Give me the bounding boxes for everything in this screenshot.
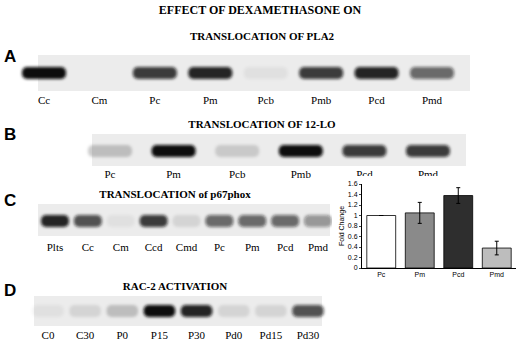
svg-text:Pmd: Pmd	[490, 271, 505, 278]
svg-text:Pd15: Pd15	[260, 329, 283, 341]
svg-text:Pcd: Pcd	[356, 168, 373, 180]
svg-text:Pcb: Pcb	[257, 94, 274, 106]
svg-text:Pmb: Pmb	[311, 94, 332, 106]
svg-text:Pm: Pm	[203, 94, 218, 106]
svg-text:A: A	[4, 47, 16, 66]
svg-text:Pc: Pc	[214, 241, 225, 253]
svg-text:Cmd: Cmd	[176, 241, 198, 253]
svg-text:0.4: 0.4	[348, 243, 358, 250]
svg-text:TRANSLOCATION OF PLA2: TRANSLOCATION OF PLA2	[190, 30, 335, 42]
svg-text:Plts: Plts	[47, 241, 64, 253]
svg-text:D: D	[4, 281, 16, 300]
svg-text:Pd30: Pd30	[297, 329, 320, 341]
svg-text:Pc: Pc	[377, 271, 386, 278]
svg-text:Pmd: Pmd	[418, 168, 439, 180]
svg-text:Pcb: Pcb	[229, 168, 246, 180]
svg-text:Pm: Pm	[245, 241, 260, 253]
svg-text:1.6: 1.6	[348, 180, 358, 187]
svg-text:Pcd: Pcd	[452, 271, 464, 278]
svg-text:Pmb: Pmb	[291, 168, 312, 180]
svg-text:Ccd: Ccd	[145, 241, 163, 253]
svg-text:1: 1	[354, 212, 358, 219]
svg-text:Pd0: Pd0	[225, 329, 243, 341]
svg-text:Cm: Cm	[113, 241, 129, 253]
svg-text:Pc: Pc	[149, 94, 160, 106]
svg-text:Pmd: Pmd	[308, 241, 329, 253]
svg-text:Pcd: Pcd	[368, 94, 385, 106]
svg-text:0.2: 0.2	[348, 254, 358, 261]
svg-text:Pm: Pm	[166, 168, 181, 180]
svg-text:TRANSLOCATION of p67phox: TRANSLOCATION of p67phox	[99, 188, 251, 200]
svg-text:RAC-2 ACTIVATION: RAC-2 ACTIVATION	[123, 280, 227, 292]
svg-text:C: C	[4, 191, 16, 210]
svg-text:Fold Change: Fold Change	[338, 206, 346, 246]
svg-text:TRANSLOCATION OF 12-LO: TRANSLOCATION OF 12-LO	[188, 118, 336, 130]
svg-text:Pm: Pm	[415, 271, 426, 278]
svg-text:1.4: 1.4	[348, 191, 358, 198]
svg-text:Pmd: Pmd	[422, 94, 443, 106]
svg-text:B: B	[4, 125, 16, 144]
svg-text:P30: P30	[188, 329, 206, 341]
svg-text:0: 0	[354, 264, 358, 271]
svg-text:Cm: Cm	[91, 94, 107, 106]
svg-text:Pc: Pc	[105, 168, 116, 180]
svg-text:0.6: 0.6	[348, 233, 358, 240]
svg-text:Pcd: Pcd	[277, 241, 294, 253]
svg-text:Cc: Cc	[82, 241, 94, 253]
svg-text:0.8: 0.8	[348, 222, 358, 229]
svg-text:P15: P15	[151, 329, 169, 341]
svg-text:P0: P0	[116, 329, 128, 341]
svg-text:C0: C0	[42, 329, 55, 341]
svg-text:C30: C30	[76, 329, 95, 341]
svg-text:EFFECT OF DEXAMETHASONE ON: EFFECT OF DEXAMETHASONE ON	[159, 3, 362, 17]
svg-text:Cc: Cc	[38, 94, 50, 106]
svg-text:1.2: 1.2	[348, 201, 358, 208]
